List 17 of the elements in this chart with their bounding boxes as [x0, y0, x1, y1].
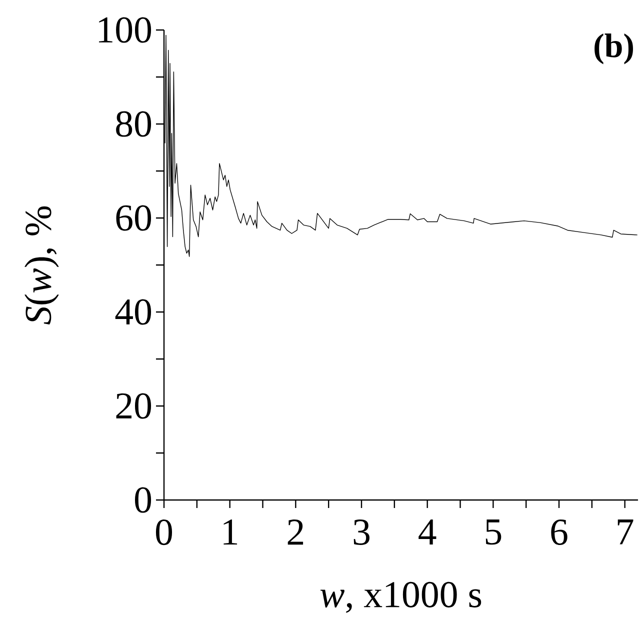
- y-tick-label: 100: [99, 17, 152, 43]
- x-tick-label: 7: [618, 520, 634, 544]
- x-tick-label: 1: [224, 520, 238, 545]
- x-tick-label: 5: [486, 520, 502, 545]
- y-tick-label: 0: [134, 487, 152, 513]
- x-tick-label: 2: [288, 520, 304, 545]
- y-axis-title: S(w), %: [24, 206, 59, 324]
- x-tick-label: 0: [156, 520, 172, 546]
- x-tick-label: 6: [551, 520, 568, 545]
- x-axis-title: w, x1000 s: [320, 582, 482, 613]
- x-tick-label: 3: [354, 520, 370, 545]
- y-tick-label: 80: [116, 111, 152, 137]
- annotation: (b): [594, 34, 633, 64]
- x-tick-label: 4: [418, 520, 436, 544]
- y-tick-label: 20: [116, 393, 152, 419]
- y-tick-label: 60: [116, 205, 152, 231]
- y-tick-label: 40: [115, 299, 152, 325]
